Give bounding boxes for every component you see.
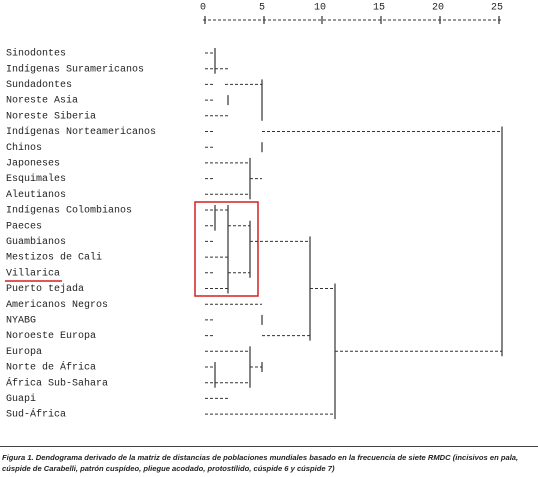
caption-rule (0, 446, 538, 447)
row-label: Norte de África (6, 360, 96, 374)
axis-tick-label: 5 (259, 3, 265, 14)
axis-tick-label: 20 (432, 3, 444, 14)
row-label: Indígenas Suramericanos (6, 63, 144, 75)
row-label: Americanos Negros (6, 299, 108, 311)
row-label: Guapi (6, 393, 36, 405)
row-label: Noreste Asia (6, 95, 78, 107)
row-label: Sinodontes (6, 48, 66, 60)
row-label: Europa (6, 347, 42, 358)
row-label: Chinos (6, 142, 42, 154)
row-label: Villarica (6, 267, 60, 279)
row-label: Esquimales (6, 173, 66, 185)
row-label: Noreste Siberia (6, 110, 96, 122)
row-label: NYABG (6, 316, 36, 327)
caption-label: Figura 1. (2, 453, 34, 462)
row-label: Aleutianos (6, 189, 66, 201)
axis-tick-label: 15 (373, 3, 385, 14)
row-label: Indígenas Colombianos (6, 205, 132, 217)
dendrogram: 0 5 10 15 20 25 Sinodontes Indígenas Suramerica… (5, 3, 503, 421)
row-label: Paeces (6, 221, 42, 232)
axis-tick-label: 10 (314, 3, 326, 14)
row-label: Puerto tejada (6, 283, 84, 295)
row-label: Sundadontes (6, 79, 72, 91)
row-label: Indígenas Norteamericanos (6, 126, 156, 138)
axis-tick-label: 25 (491, 3, 503, 14)
row-label: Japoneses (6, 159, 60, 170)
row-label: Noroeste Europa (6, 331, 96, 342)
caption: Figura 1. Dendograma derivado de la matr… (2, 452, 536, 474)
row-label: Sud-África (6, 407, 66, 421)
row-label: Guambianos (6, 236, 66, 248)
row-label: África Sub-Sahara (6, 375, 108, 389)
highlight-box (194, 201, 259, 297)
caption-text: Dendograma derivado de la matriz de dist… (2, 453, 519, 473)
row-label: Mestizos de Cali (6, 252, 102, 264)
axis-tick-label: 0 (200, 3, 206, 14)
